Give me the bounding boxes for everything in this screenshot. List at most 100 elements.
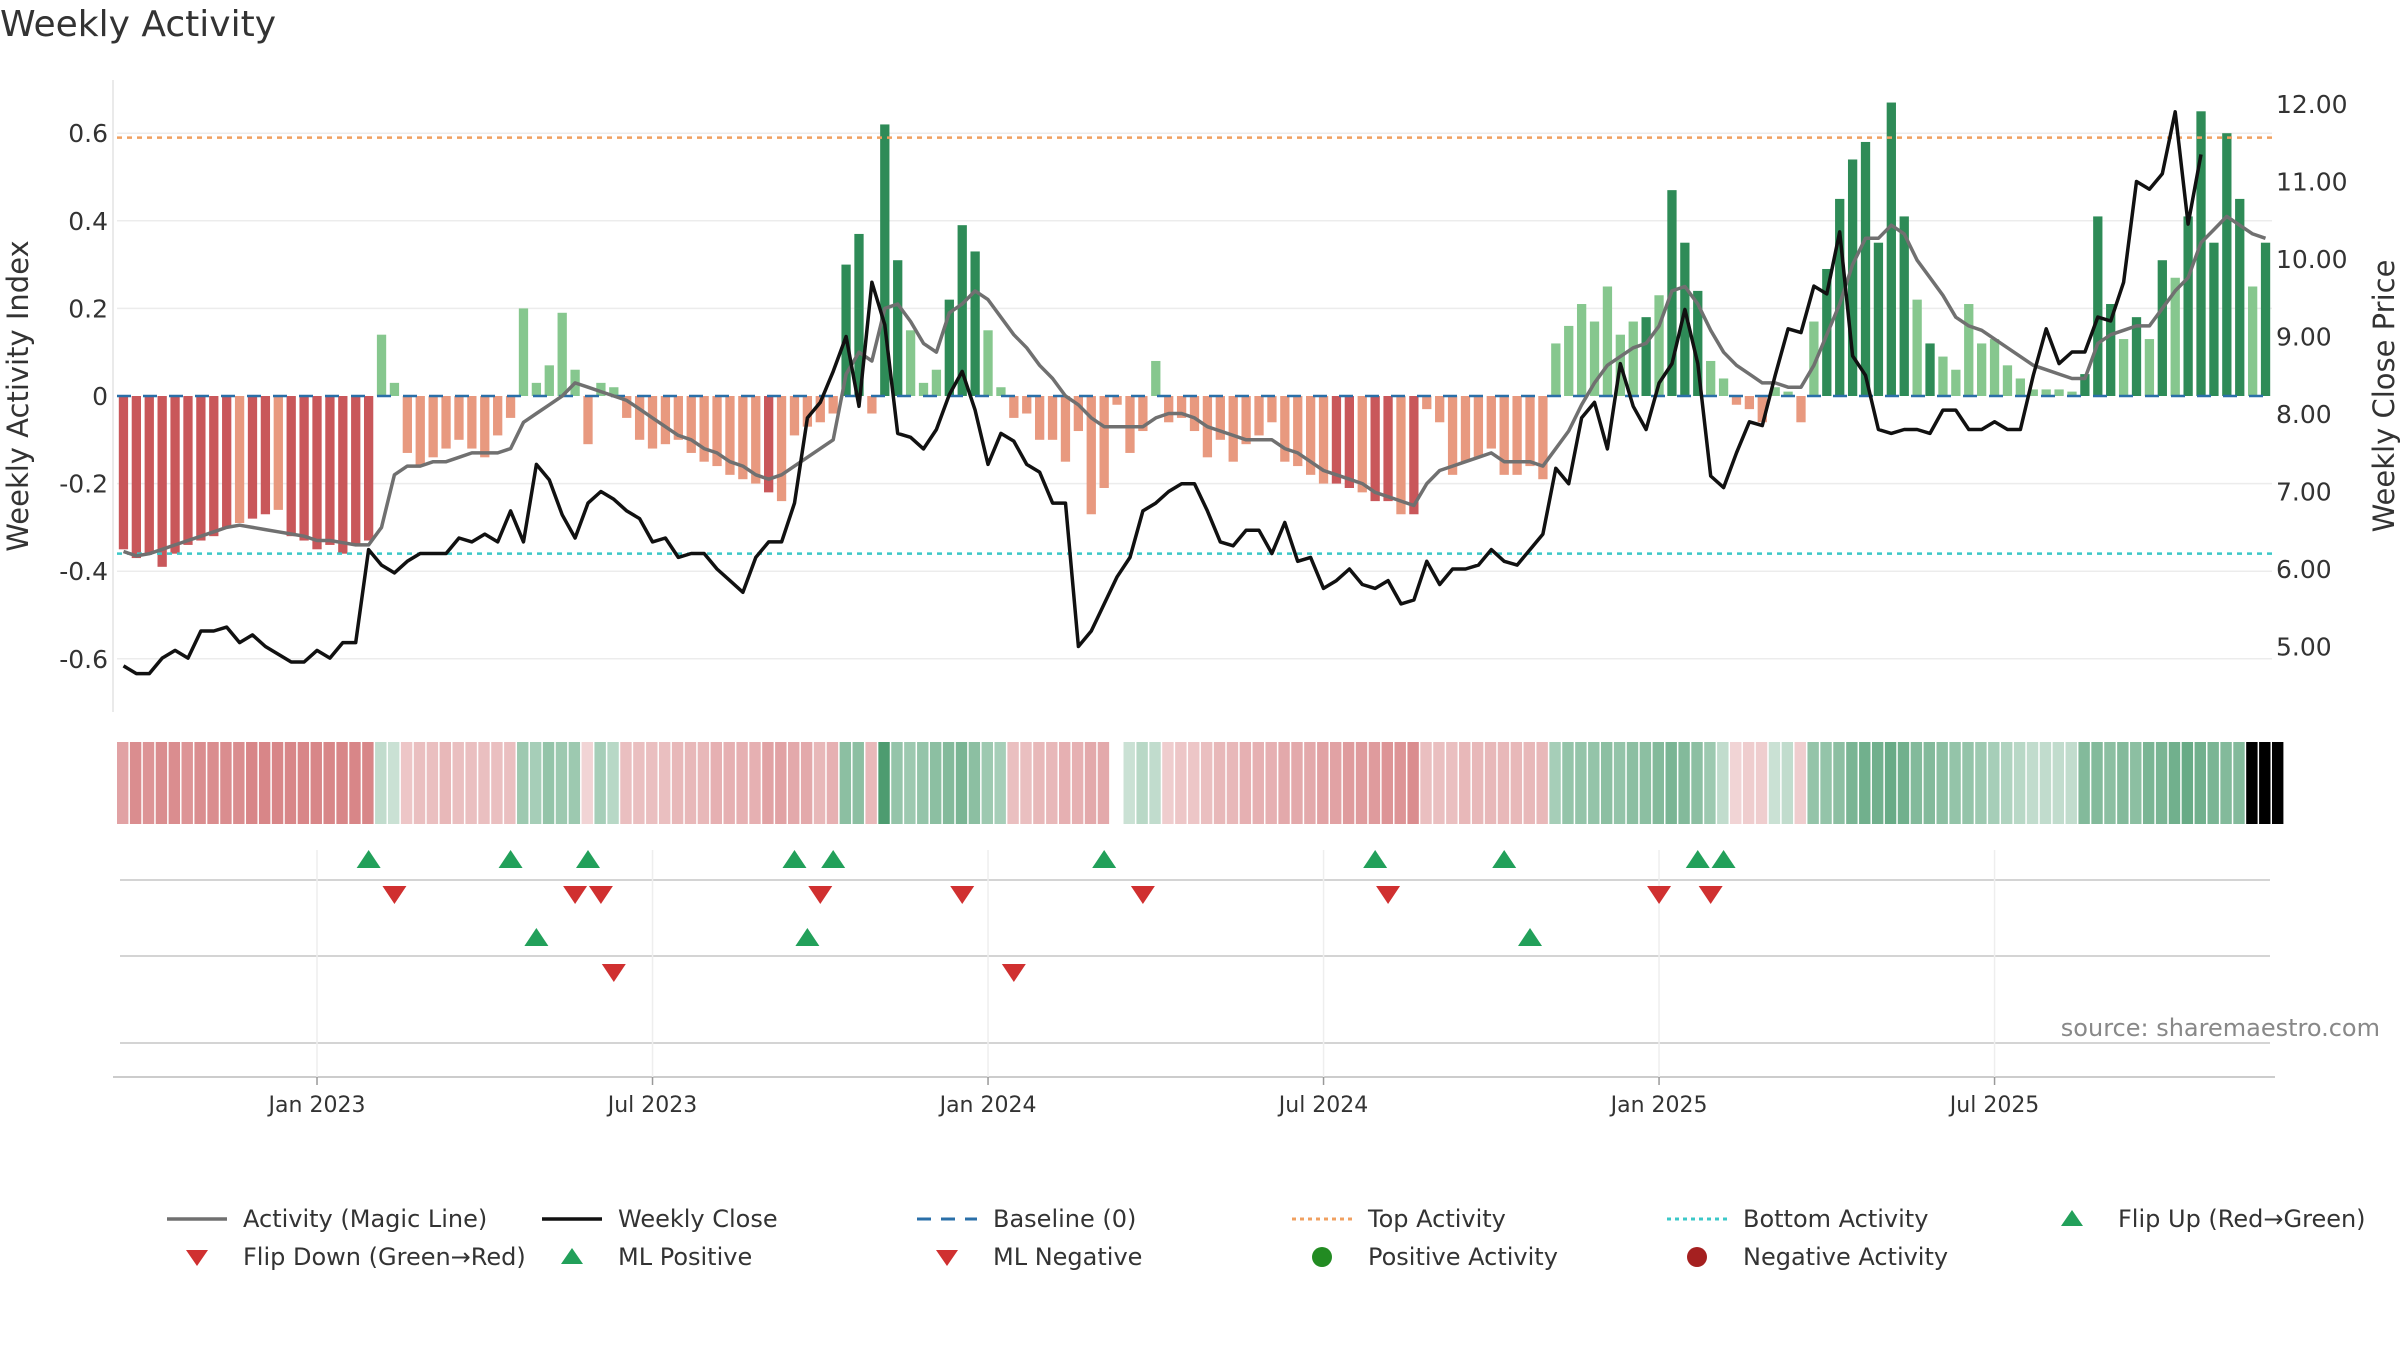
activity-bar	[1783, 391, 1793, 396]
legend-label: Activity (Magic Line)	[243, 1205, 488, 1233]
strip-cell	[375, 742, 387, 824]
activity-bar	[1267, 396, 1277, 423]
strip-cell	[1665, 742, 1677, 824]
strip-cell	[1536, 742, 1548, 824]
strip-cell	[426, 742, 439, 824]
activity-bar	[983, 330, 993, 396]
activity-bar	[428, 396, 438, 458]
x-tick-label: Jan 2023	[267, 1093, 366, 1118]
activity-bar	[1951, 369, 1961, 396]
activity-bar	[1125, 396, 1135, 453]
strip-cell	[1936, 742, 1948, 824]
activity-bar	[1164, 396, 1174, 423]
strip-cell	[1407, 742, 1419, 824]
legend-label: Weekly Close	[618, 1205, 778, 1233]
activity-bar	[196, 396, 206, 541]
activity-bar	[1989, 339, 2000, 396]
strip-cell	[788, 742, 800, 824]
strip-cell	[1768, 742, 1781, 824]
strip-cell	[878, 742, 890, 824]
activity-bar	[531, 382, 542, 396]
strip-cell	[336, 742, 348, 824]
legend-item: ML Positive	[540, 1243, 752, 1271]
activity-bar	[1254, 396, 1264, 436]
strip-cell	[1007, 742, 1019, 824]
strip-cell	[762, 742, 774, 824]
strip-cell	[529, 742, 542, 824]
strip-cell	[1239, 742, 1252, 824]
strip-cell	[284, 742, 297, 824]
activity-bar	[686, 396, 696, 453]
strip-cell	[917, 742, 929, 824]
activity-bar	[376, 334, 387, 396]
strip-cell	[1588, 742, 1600, 824]
strip-cell	[233, 742, 245, 824]
activity-bar	[1344, 396, 1354, 488]
legend-item: Flip Up (Red→Green)	[2040, 1205, 2366, 1233]
strip-cell	[2091, 742, 2103, 824]
right-tick-label: 6.00	[2276, 555, 2332, 584]
x-tick-label: Jan 2024	[938, 1093, 1037, 1118]
activity-bar	[351, 396, 361, 545]
legend-label: Flip Down (Green→Red)	[243, 1243, 526, 1271]
strip-cell	[723, 742, 735, 824]
activity-bar	[2260, 242, 2271, 396]
strip-cell	[1459, 742, 1471, 824]
activity-bar	[1022, 396, 1032, 414]
strip-cell	[271, 742, 284, 824]
strip-cell	[1291, 742, 1303, 824]
activity-bar	[118, 396, 129, 550]
flip-down-marker	[808, 886, 833, 904]
activity-bar	[402, 396, 412, 453]
activity-bar	[725, 396, 735, 475]
strip-cell	[994, 742, 1006, 824]
legend-item: Bottom Activity	[1665, 1205, 1928, 1233]
strip-cell	[1897, 742, 1910, 824]
activity-bar	[2196, 111, 2206, 397]
strip-cell	[142, 742, 155, 824]
activity-bar	[622, 396, 632, 418]
activity-bar	[1357, 396, 1367, 493]
strip-cell	[465, 742, 477, 824]
activity-bar	[454, 396, 464, 440]
activity-bar	[1009, 396, 1019, 418]
strip-cell	[1033, 742, 1045, 824]
activity-bar	[2118, 339, 2129, 396]
activity-bar	[1512, 396, 1522, 475]
activity-bar	[1112, 396, 1122, 405]
strip-cell	[168, 742, 181, 824]
strip-cell	[1704, 742, 1716, 824]
activity-bar	[854, 233, 864, 396]
activity-bar	[1873, 242, 1884, 396]
strip-cell	[323, 742, 335, 824]
activity-bar	[1073, 396, 1084, 432]
activity-bar	[931, 369, 942, 396]
activity-bar	[738, 396, 748, 480]
activity-bar	[312, 396, 322, 550]
legend-circle-swatch	[1687, 1247, 1707, 1267]
legend-tri-up-swatch	[2061, 1210, 2083, 1226]
strip-cell	[775, 742, 787, 824]
activity-bar	[828, 396, 838, 414]
strip-cell	[1265, 742, 1277, 824]
activity-bar	[764, 396, 774, 493]
series-lines	[122, 110, 2267, 676]
strip-cell	[439, 742, 452, 824]
activity-bar	[1189, 396, 1200, 432]
activity-bar	[673, 396, 683, 440]
strip-cell	[1884, 742, 1897, 824]
activity-bar	[1396, 396, 1406, 515]
activity-bar	[260, 396, 271, 515]
activity-bar	[2183, 216, 2193, 396]
activity-bar	[1770, 387, 1780, 396]
activity-bar	[1938, 356, 1948, 396]
strip-cell	[1046, 742, 1058, 824]
ml-negative-marker	[601, 964, 626, 982]
legend-item: Activity (Magic Line)	[165, 1205, 487, 1233]
flip-up-marker	[1363, 850, 1388, 868]
strip-cell	[1652, 742, 1665, 824]
strip-cell	[517, 742, 529, 824]
activity-bar	[1925, 343, 1935, 396]
activity-bar	[557, 312, 567, 396]
strip-cell	[1833, 742, 1845, 824]
